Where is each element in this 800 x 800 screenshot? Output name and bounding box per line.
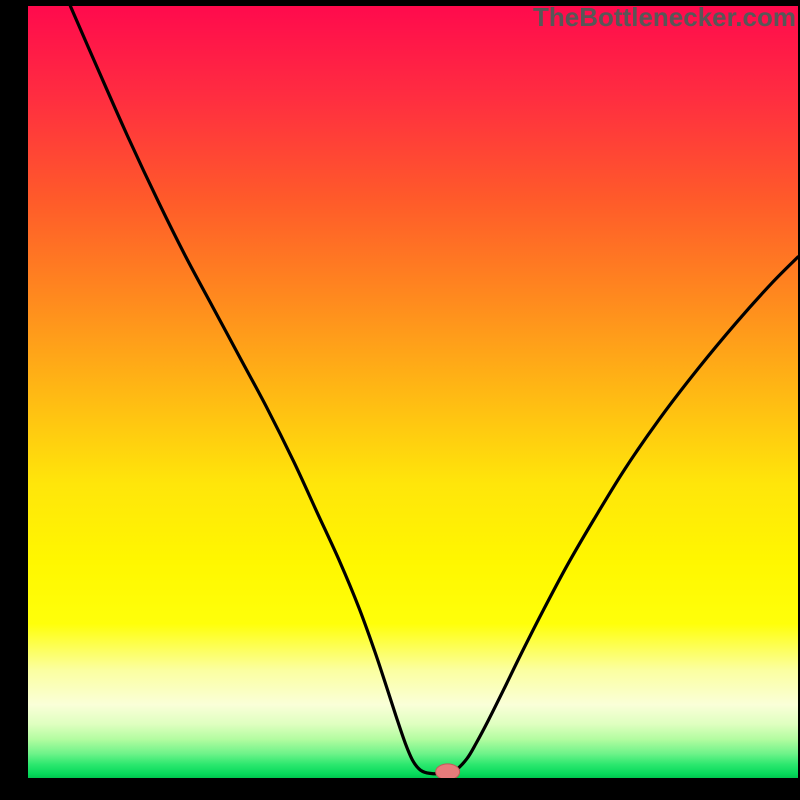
watermark-text: TheBottlenecker.com <box>533 2 796 33</box>
optimal-point-marker <box>436 764 460 778</box>
plot-area <box>28 6 798 778</box>
bottleneck-curve-chart <box>28 6 798 778</box>
chart-frame: TheBottlenecker.com <box>0 0 800 800</box>
gradient-background <box>28 6 798 778</box>
